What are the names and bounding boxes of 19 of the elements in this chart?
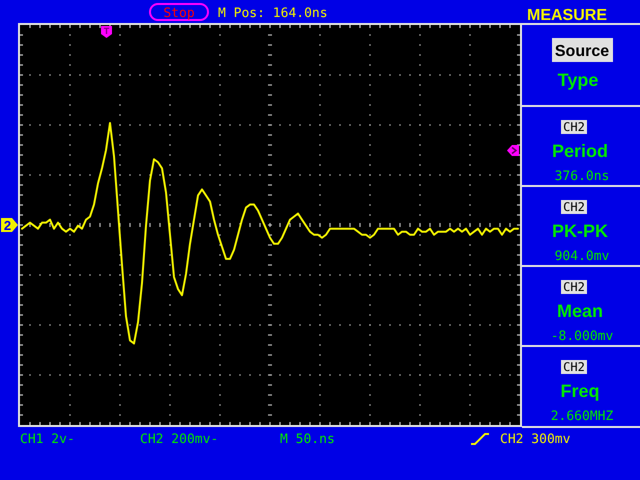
text: CH2 200mv- bbox=[140, 432, 218, 447]
text: Period bbox=[552, 141, 608, 161]
text: Mean bbox=[556, 301, 604, 321]
text: Freq bbox=[560, 381, 600, 401]
text: 376.0ns bbox=[554, 169, 610, 184]
text: CH2 300mv bbox=[500, 432, 571, 447]
text: Type bbox=[558, 70, 598, 90]
text: MEASURE bbox=[526, 7, 608, 24]
pin-icon: T bbox=[101, 26, 112, 38]
text: CH1 2v- bbox=[20, 432, 75, 447]
text: PK-PK bbox=[552, 221, 608, 241]
text: -8.000mv bbox=[550, 329, 614, 344]
text: Stop bbox=[163, 6, 195, 21]
text: 2.660MHZ bbox=[550, 409, 614, 424]
text: 904.0mv bbox=[554, 249, 610, 264]
text: M Pos: 164.0ns bbox=[218, 6, 328, 21]
text: Source bbox=[554, 43, 610, 60]
pointer-icon: 2 bbox=[1, 218, 18, 233]
text: M 50.ns bbox=[280, 432, 335, 447]
